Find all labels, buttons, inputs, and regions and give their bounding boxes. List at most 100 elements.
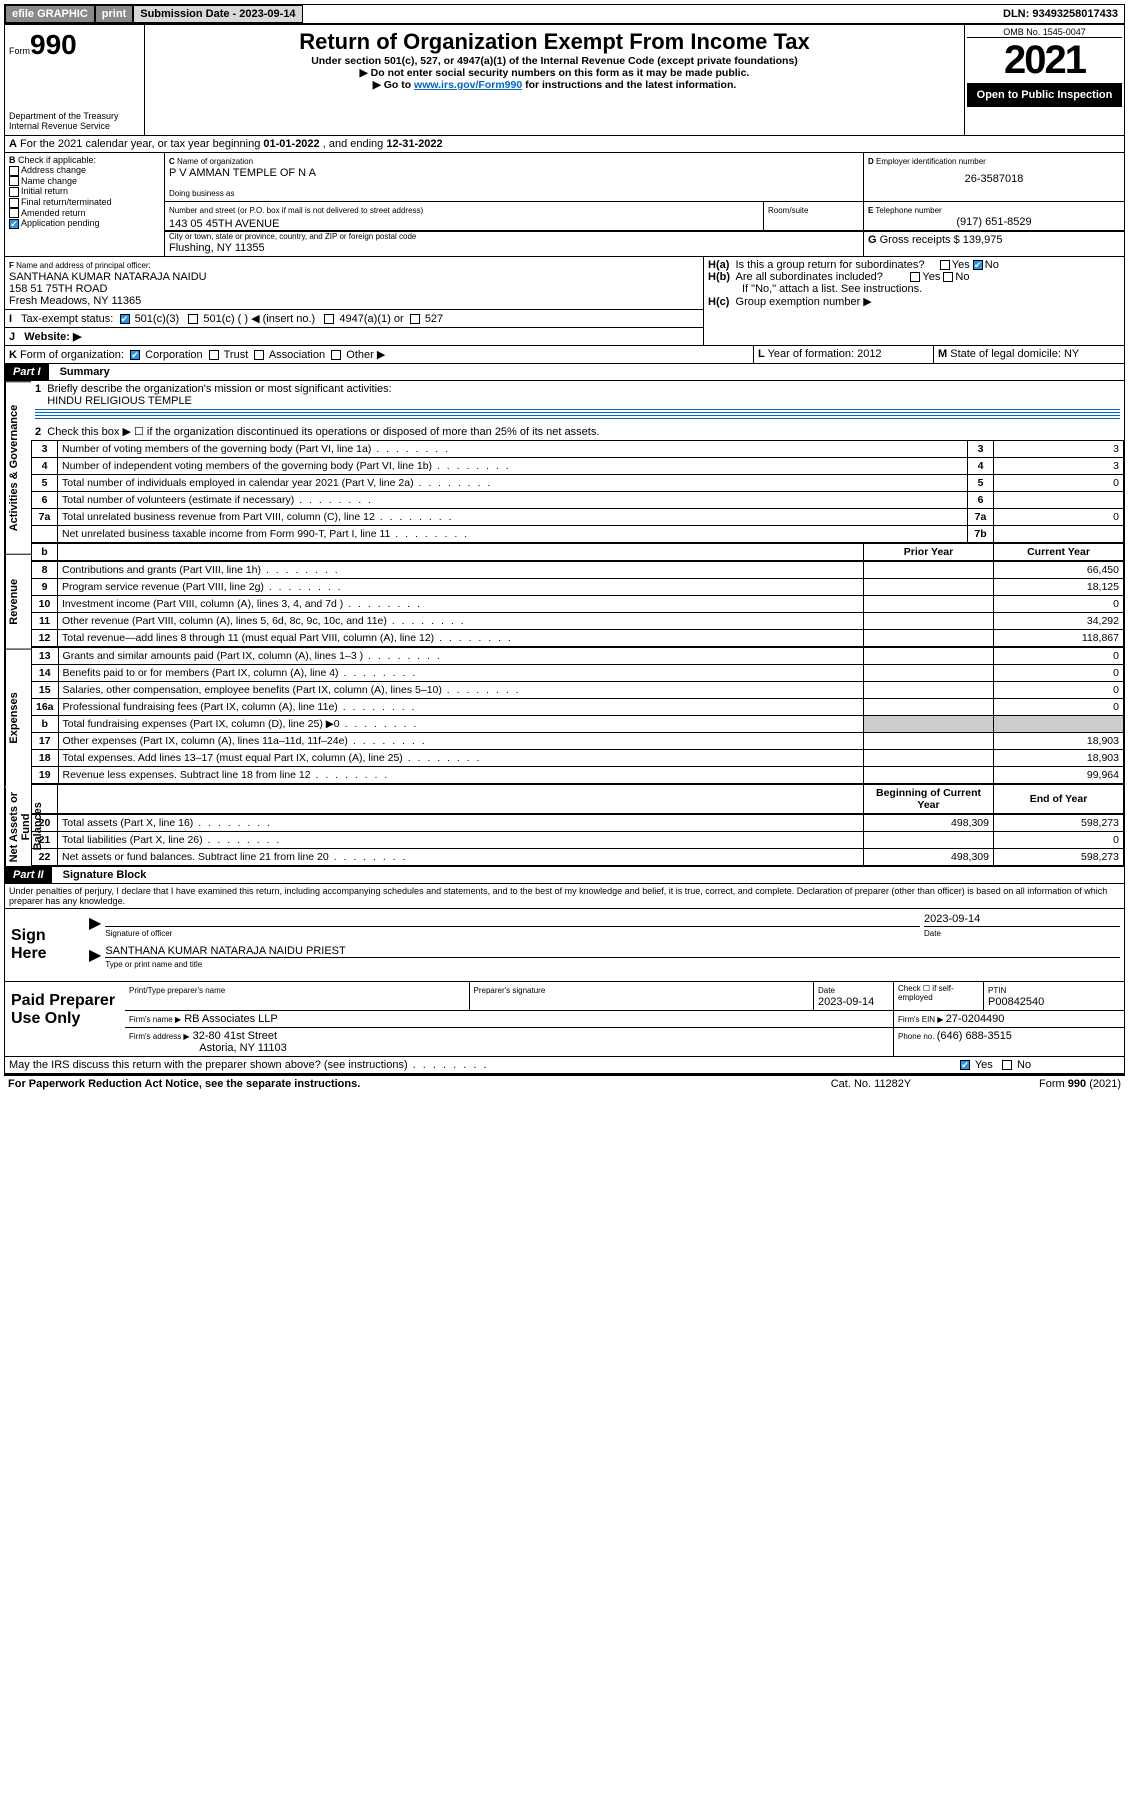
- b-opt-2: Initial return: [21, 186, 68, 196]
- d-label: Employer identification number: [876, 157, 986, 166]
- declaration: Under penalties of perjury, I declare th…: [5, 884, 1124, 909]
- eoy-hdr: End of Year: [994, 785, 1124, 814]
- sig-date: 2023-09-14: [924, 913, 1120, 927]
- rev-table: 8Contributions and grants (Part VIII, li…: [31, 561, 1124, 647]
- corp-cb[interactable]: ✔: [130, 350, 140, 360]
- summary-body: Activities & Governance Revenue Expenses…: [5, 381, 1124, 866]
- officer-name: SANTHANA KUMAR NATARAJA NAIDU: [9, 271, 207, 283]
- na-table: 20Total assets (Part X, line 16)498,3095…: [31, 814, 1124, 866]
- p-sig-label: Preparer's signature: [474, 986, 546, 995]
- print-btn[interactable]: print: [95, 5, 133, 23]
- phone-label: Phone no.: [898, 1032, 937, 1041]
- dln-label: DLN:: [1003, 8, 1032, 20]
- pra: For Paperwork Reduction Act Notice, see …: [8, 1078, 781, 1090]
- final-cb[interactable]: [9, 198, 19, 208]
- officer-addr1: 158 51 75TH ROAD: [9, 283, 107, 295]
- k-label: Form of organization:: [20, 349, 124, 361]
- klm-block: K Form of organization: ✔ Corporation Tr…: [5, 346, 1124, 364]
- firm-name-label: Firm's name ▶: [129, 1015, 181, 1024]
- c-name-label: Name of organization: [177, 157, 253, 166]
- i-o2: 501(c) ( ) ◀ (insert no.): [203, 313, 315, 325]
- hb-yes[interactable]: [910, 272, 920, 282]
- b-opt-5: Application pending: [21, 218, 100, 228]
- b-opt-1: Name change: [21, 176, 77, 186]
- ha-yes[interactable]: [940, 260, 950, 270]
- hb-no[interactable]: [943, 272, 953, 282]
- hb-note: If "No," attach a list. See instructions…: [708, 283, 1120, 295]
- gov-table: 3Number of voting members of the governi…: [31, 440, 1124, 543]
- city-label: City or town, state or province, country…: [169, 232, 416, 241]
- 527-cb[interactable]: [410, 314, 420, 324]
- gross-receipts: 139,975: [963, 234, 1003, 246]
- topbar: efile GRAPHIC print Submission Date - 20…: [4, 4, 1125, 24]
- b-opt-3: Final return/terminated: [21, 197, 112, 207]
- dba-label: Doing business as: [169, 189, 234, 198]
- addr-change-cb[interactable]: [9, 166, 19, 176]
- other-cb[interactable]: [331, 350, 341, 360]
- sign-block: Sign Here ▶ Signature of officer 2023-09…: [5, 909, 1124, 982]
- officer-addr2: Fresh Meadows, NY 11365: [9, 295, 141, 307]
- form-number: 990: [30, 29, 77, 60]
- cat: Cat. No. 11282Y: [781, 1078, 961, 1090]
- room-label: Room/suite: [768, 206, 808, 215]
- i-o3: 4947(a)(1) or: [339, 313, 403, 325]
- assoc-cb[interactable]: [254, 350, 264, 360]
- part2-title: Signature Block: [55, 869, 147, 881]
- pycy-header: bPrior YearCurrent Year: [31, 543, 1124, 561]
- name-change-cb[interactable]: [9, 176, 19, 186]
- k-o2: Trust: [224, 349, 249, 361]
- ha-no[interactable]: ✔: [973, 260, 983, 270]
- line-a: A For the 2021 calendar year, or tax yea…: [5, 136, 1124, 153]
- may-irs: May the IRS discuss this return with the…: [9, 1059, 408, 1071]
- tax-year: 2021: [967, 38, 1122, 83]
- trust-cb[interactable]: [209, 350, 219, 360]
- street: 143 05 45TH AVENUE: [169, 218, 859, 230]
- a-begin: 01-01-2022: [263, 138, 319, 150]
- firm-addr2: Astoria, NY 11103: [199, 1042, 286, 1054]
- m-val: NY: [1064, 348, 1079, 360]
- g-label: Gross receipts $: [880, 234, 963, 246]
- f-label: Name and address of principal officer:: [16, 261, 151, 270]
- amended-cb[interactable]: [9, 208, 19, 218]
- ha-text: Is this a group return for subordinates?: [736, 259, 925, 271]
- irs-link[interactable]: www.irs.gov/Form990: [414, 79, 522, 91]
- 501c-cb[interactable]: [188, 314, 198, 324]
- sub2: Do not enter social security numbers on …: [149, 67, 960, 79]
- ptin: P00842540: [988, 996, 1044, 1008]
- k-o3: Association: [269, 349, 325, 361]
- a-text-a: For the 2021 calendar year, or tax year …: [20, 138, 263, 150]
- q1: Briefly describe the organization's miss…: [47, 383, 391, 395]
- omb: OMB No. 1545-0047: [967, 27, 1122, 38]
- p-date-label: Date: [818, 986, 835, 995]
- bcy-hdr: Beginning of Current Year: [864, 785, 994, 814]
- irs-no[interactable]: [1002, 1060, 1012, 1070]
- irs-yes[interactable]: ✔: [960, 1060, 970, 1070]
- pending-cb[interactable]: ✔: [9, 219, 19, 229]
- 4947-cb[interactable]: [324, 314, 334, 324]
- no: No: [1017, 1059, 1031, 1071]
- firm-addr1: 32-80 41st Street: [193, 1030, 277, 1042]
- footer: For Paperwork Reduction Act Notice, see …: [4, 1074, 1125, 1092]
- 501c3-cb[interactable]: ✔: [120, 314, 130, 324]
- subdate: 2023-09-14: [239, 8, 295, 20]
- b-cell: b: [32, 544, 58, 561]
- sub3a: Go to: [384, 79, 414, 91]
- i-o1: 501(c)(3): [135, 313, 180, 325]
- fhij-block: F Name and address of principal officer:…: [5, 257, 1124, 346]
- dln: DLN: 93493258017433: [997, 6, 1124, 22]
- may-irs-row: May the IRS discuss this return with the…: [5, 1057, 1124, 1073]
- side-gov: Activities & Governance: [5, 381, 31, 554]
- officer-sub: Type or print name and title: [105, 960, 202, 969]
- initial-cb[interactable]: [9, 187, 19, 197]
- p-name-label: Print/Type preparer's name: [129, 986, 225, 995]
- hc-text: Group exemption number: [736, 296, 861, 308]
- ptin-label: PTIN: [988, 986, 1006, 995]
- m-label: State of legal domicile:: [950, 348, 1064, 360]
- form-ver: Form 990 (2021): [961, 1078, 1121, 1090]
- efile-btn[interactable]: efile GRAPHIC: [5, 5, 95, 23]
- date-label: Date: [924, 929, 941, 938]
- exp-table: 13Grants and similar amounts paid (Part …: [31, 647, 1124, 784]
- dept1: Department of the Treasury: [9, 111, 140, 121]
- part1-header: Part I Summary: [5, 364, 1124, 381]
- sub3b: for instructions and the latest informat…: [522, 79, 736, 91]
